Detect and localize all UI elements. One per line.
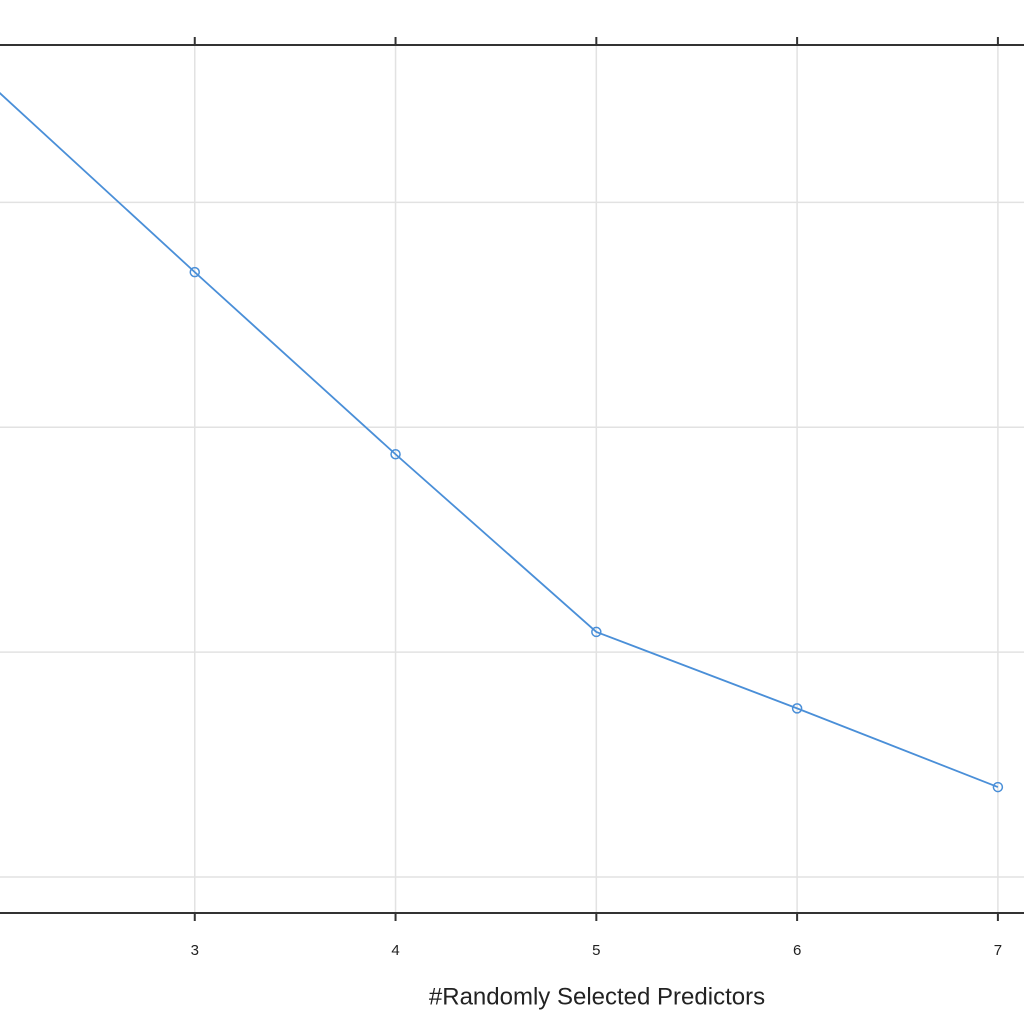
grid [0,45,1024,913]
plot-area [0,92,1004,793]
data-line [0,92,999,788]
data-point [591,626,602,638]
data-point [390,449,401,460]
data-point [189,266,201,278]
x-tick-label: 4 [391,942,399,959]
x-tick-label: 5 [592,942,600,959]
x-axis-label: #Randomly Selected Predictors [429,983,765,1010]
x-tick-label: 7 [994,942,1002,959]
data-point [992,781,1004,793]
x-tick-label: 6 [793,942,801,959]
data-point [791,703,803,714]
x-tick-label: 3 [191,942,199,959]
